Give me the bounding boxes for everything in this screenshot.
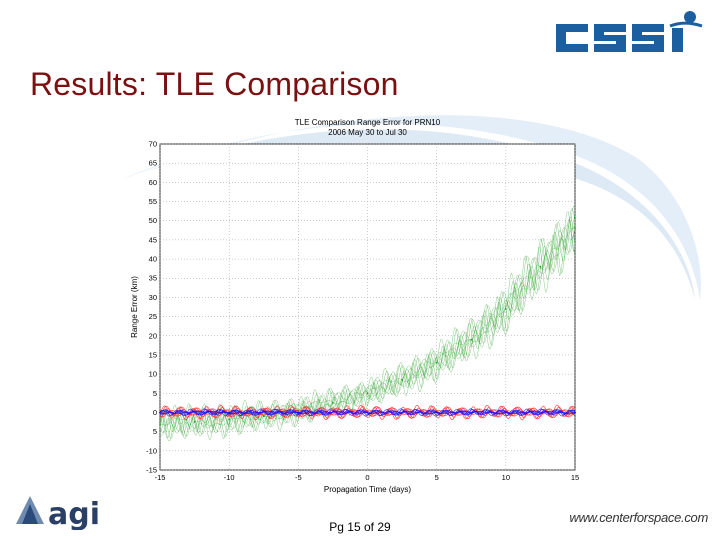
series-blue: [159, 408, 576, 417]
x-tick-label: 15: [571, 473, 579, 482]
y-tick-label: 10: [149, 370, 157, 379]
series-green-point: [366, 392, 369, 395]
series-red-trace: [159, 404, 576, 421]
series-green-trace: [159, 218, 576, 442]
series-green-point: [401, 378, 403, 381]
series-blue-point: [159, 411, 161, 414]
x-tick-label: 10: [502, 473, 510, 482]
series-blue-point: [366, 411, 369, 414]
series-green-point: [539, 265, 542, 268]
y-tick-label: 5: [153, 427, 157, 436]
series-green-point: [159, 423, 161, 425]
series-green-point: [435, 361, 438, 364]
chart-title: TLE Comparison Range Error for PRN10: [295, 118, 441, 127]
y-tick-label: 30: [149, 293, 157, 302]
x-tick-label: 5: [435, 473, 439, 482]
y-tick-label: 35: [149, 274, 157, 283]
y-tick-label: 25: [149, 312, 157, 321]
y-tick-label: 40: [149, 255, 157, 264]
y-tick-label: 45: [149, 235, 157, 244]
y-tick-label: -15: [146, 466, 157, 475]
series-green-point: [262, 415, 265, 418]
y-tick-label: -10: [146, 446, 157, 455]
y-tick-label: 50: [149, 216, 157, 225]
x-tick-label: 0: [365, 473, 369, 482]
series-green-point: [504, 308, 507, 310]
cssi-logo: [556, 11, 703, 52]
y-tick-label: 20: [149, 331, 157, 340]
y-tick-label: 5: [153, 389, 157, 398]
x-tick-label: -10: [224, 473, 235, 482]
y-tick-label: 55: [149, 197, 157, 206]
series-green-point: [574, 227, 576, 230]
series-blue-point: [228, 411, 231, 414]
series-blue-point: [435, 411, 438, 414]
slide-title: Results: TLE Comparison: [30, 66, 399, 102]
series-blue-point: [297, 411, 300, 414]
y-tick-label: 60: [149, 178, 157, 187]
x-axis-label: Propagation Time (days): [324, 485, 411, 494]
series-green-point: [470, 338, 473, 341]
y-tick-label: 15: [149, 350, 157, 359]
chart-subtitle: 2006 May 30 to Jul 30: [328, 128, 407, 137]
series-green-point: [228, 418, 231, 421]
series-blue-point: [504, 411, 507, 414]
agi-logo: agi: [16, 496, 100, 530]
x-tick-label: -5: [295, 473, 302, 482]
y-tick-label: 65: [149, 159, 157, 168]
y-tick-label: 70: [149, 140, 157, 149]
range-error-chart: -15 -10 -5 0 5 10 15-15-1050510152025303540455…: [130, 118, 579, 494]
x-tick-label: -15: [155, 473, 166, 482]
series-green-point: [332, 401, 334, 404]
series-blue-point: [574, 411, 576, 414]
agi-logo-text: agi: [48, 497, 100, 530]
page-number: Pg 15 of 29: [329, 520, 391, 534]
y-tick-label: 0: [153, 408, 157, 417]
website-url: www.centerforspace.com: [569, 510, 708, 525]
series-green-point: [193, 421, 196, 423]
y-axis-label: Range Error (km): [130, 276, 139, 338]
